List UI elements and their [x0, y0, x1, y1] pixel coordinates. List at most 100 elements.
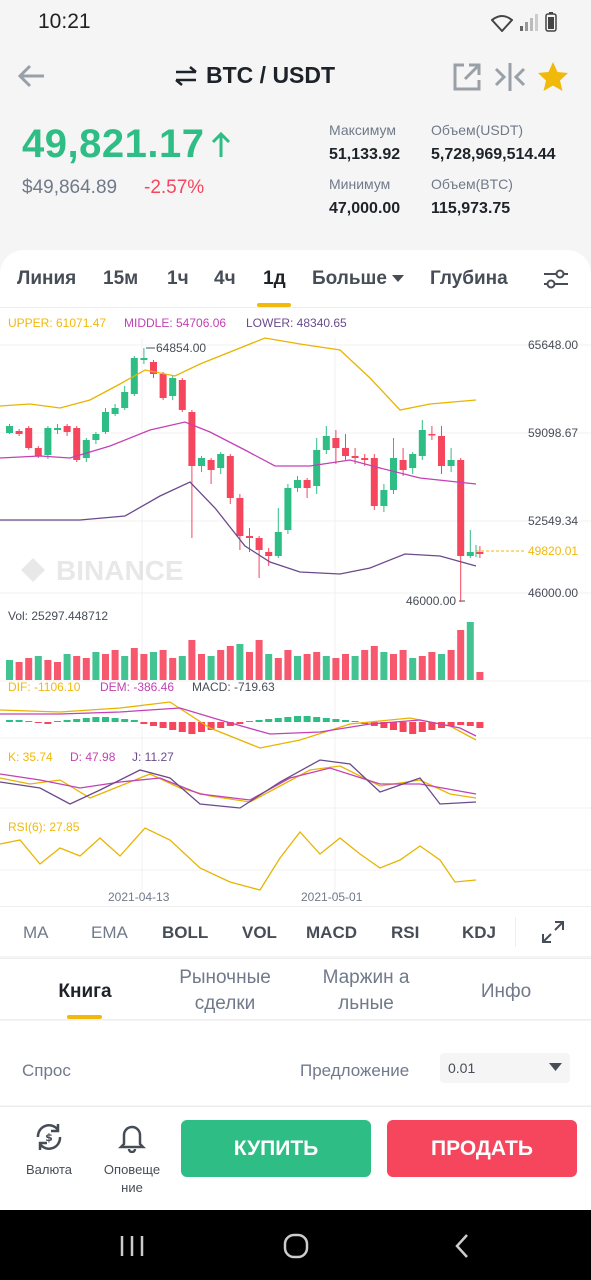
macd-bar	[447, 722, 455, 726]
home-icon[interactable]	[282, 1232, 310, 1260]
macd-bar	[466, 722, 474, 726]
volume-bar	[34, 656, 42, 680]
high-marker: 64854.00	[156, 341, 206, 355]
tab-order-book[interactable]: Книга	[58, 981, 112, 1002]
usd-price: $49,864.89	[22, 177, 118, 198]
macd-bar	[294, 716, 301, 722]
macd-bar	[418, 722, 426, 732]
tab-1d[interactable]: 1д	[263, 268, 286, 289]
volume-bar	[217, 650, 225, 680]
tab-info[interactable]: Инфо	[480, 981, 532, 1002]
volume-bar	[73, 656, 81, 680]
macd-dem-label: DEM: -386.46	[100, 680, 174, 694]
share-icon[interactable]	[450, 60, 484, 94]
status-time: 10:21	[38, 10, 91, 33]
favorite-star-icon[interactable]	[536, 60, 570, 94]
change-percent: -2.57%	[144, 177, 205, 198]
compare-icon[interactable]	[493, 60, 527, 94]
chart-settings-icon[interactable]	[542, 267, 570, 291]
indicator-kdj[interactable]: KDJ	[462, 923, 497, 942]
candle	[265, 552, 273, 556]
precision-select[interactable]: 0.01	[440, 1053, 570, 1083]
candle	[159, 374, 167, 398]
macd-bar	[178, 722, 186, 732]
gridlines	[0, 338, 591, 898]
pair-selector[interactable]: BTC / USDT	[174, 62, 335, 89]
candle	[63, 426, 71, 432]
tab-market-trades[interactable]: Рыночные сделки	[179, 967, 271, 1014]
volume-bar	[82, 658, 90, 680]
macd-value-label: MACD: -719.63	[192, 680, 275, 694]
kdj-k-line	[0, 765, 477, 803]
candle	[102, 412, 109, 432]
high-value: 51,133.92	[329, 146, 401, 163]
tab-margin[interactable]: Маржин альные	[322, 967, 410, 1014]
timeframe-underline	[257, 303, 291, 307]
bell-icon[interactable]	[116, 1121, 148, 1153]
currency-convert-icon[interactable]: $	[33, 1121, 65, 1153]
recent-apps-icon[interactable]	[118, 1234, 146, 1258]
bid-label: Спрос	[22, 1061, 71, 1080]
candle	[15, 431, 23, 434]
boll-middle-label: MIDDLE: 54706.06	[124, 316, 226, 330]
candle	[342, 448, 349, 456]
chart-plot	[0, 337, 484, 891]
currency-label[interactable]: Валюта	[26, 1162, 72, 1177]
buy-button[interactable]: КУПИТЬ	[181, 1120, 371, 1177]
low-marker: 46000.00	[406, 594, 456, 608]
macd-bar	[399, 722, 407, 732]
volume-bar	[92, 652, 100, 680]
volume-bar	[178, 656, 186, 680]
back-nav-icon[interactable]	[452, 1232, 472, 1260]
candle	[217, 454, 225, 468]
volume-bar	[370, 646, 378, 680]
macd-bar	[73, 719, 81, 722]
indicator-vol[interactable]: VOL	[242, 923, 277, 942]
macd-bar	[236, 722, 244, 724]
tab-4h[interactable]: 4ч	[214, 268, 236, 289]
indicator-rsi[interactable]: RSI	[391, 923, 420, 942]
alerts-label[interactable]: Оповеще ние	[103, 1162, 161, 1195]
indicator-ema[interactable]: EMA	[91, 923, 128, 942]
fullscreen-icon[interactable]	[541, 920, 565, 944]
candle	[457, 460, 465, 556]
boll-lower-label: LOWER: 48340.65	[246, 316, 347, 330]
battery-icon	[545, 12, 557, 32]
macd-bar	[428, 722, 436, 730]
indicator-macd[interactable]: MACD	[306, 923, 357, 942]
sell-button[interactable]: ПРОДАТЬ	[387, 1120, 577, 1177]
macd-bar	[188, 722, 196, 734]
volume-bar	[428, 652, 436, 680]
order-book-header: Спрос Предложение 0.01	[0, 1021, 591, 1105]
macd-bar	[102, 717, 109, 722]
volume-bar	[150, 652, 157, 680]
volume-bar	[390, 654, 397, 680]
tab-depth[interactable]: Глубина	[430, 268, 508, 289]
macd-bar	[6, 720, 13, 722]
candlestick-chart[interactable]: BINANCE UPPER: 61071.47 MIDDLE: 54706.06…	[0, 308, 591, 956]
watermark-text: BINANCE	[56, 555, 184, 586]
macd-bar	[111, 718, 119, 722]
back-arrow-icon[interactable]	[14, 58, 50, 94]
tab-more-label: Больше	[312, 268, 387, 289]
indicator-boll[interactable]: BOLL	[162, 923, 209, 942]
tab-1h[interactable]: 1ч	[167, 268, 189, 289]
indicator-ma[interactable]: MA	[23, 923, 49, 942]
volume-bar	[255, 640, 263, 680]
tab-more[interactable]: Больше	[312, 268, 405, 290]
candle	[294, 480, 301, 488]
volume-bar	[332, 658, 340, 680]
volume-bar	[322, 656, 330, 680]
date-tick: 2021-04-13	[108, 890, 170, 904]
macd-bar	[150, 722, 157, 726]
tab-line[interactable]: Линия	[17, 268, 77, 289]
macd-bar	[82, 718, 90, 722]
macd-bar	[457, 722, 465, 725]
tab-15m[interactable]: 15м	[103, 268, 139, 289]
candle	[332, 438, 340, 448]
candle	[73, 428, 81, 460]
macd-bar	[169, 722, 177, 730]
header: BTC / USDT	[0, 48, 591, 106]
caret-down-icon	[549, 1063, 562, 1071]
system-nav-bar	[0, 1210, 591, 1280]
